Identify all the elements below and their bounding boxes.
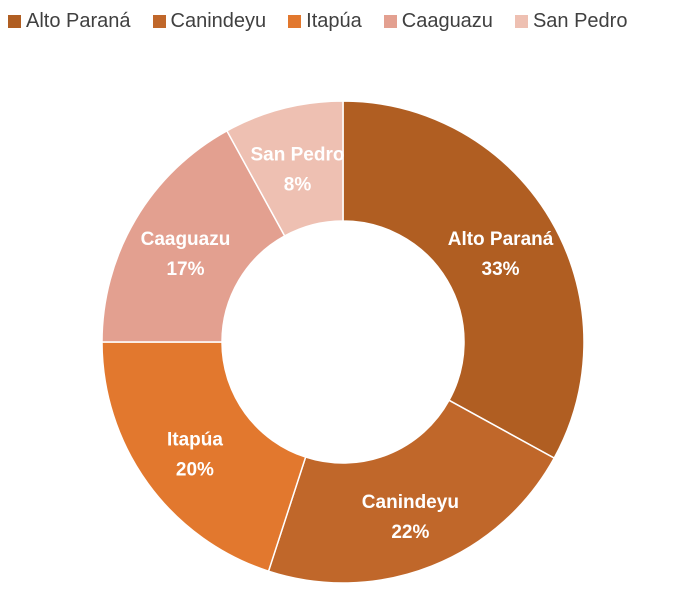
donut-slices bbox=[101, 100, 585, 584]
legend-swatch-caaguazu bbox=[383, 14, 397, 28]
slice-caaguazu bbox=[101, 129, 286, 343]
legend-item-san-pedro: San Pedro bbox=[514, 9, 628, 33]
slice-label-san-pedro: San Pedro bbox=[250, 145, 344, 166]
slice-canindeyu bbox=[267, 399, 556, 584]
legend-swatch-itapua bbox=[288, 14, 302, 28]
slice-alto-parana bbox=[342, 100, 585, 460]
slice-percent-itapua: 20% bbox=[176, 460, 214, 481]
legend-item-caaguazu: Caaguazu bbox=[383, 9, 493, 33]
slice-label-canindeyu: Canindeyu bbox=[362, 492, 459, 513]
slice-percent-san-pedro: 8% bbox=[284, 175, 312, 196]
slice-label-itapua: Itapúa bbox=[167, 430, 223, 451]
legend-label-alto-parana: Alto Paraná bbox=[26, 9, 131, 32]
slice-percent-caaguazu: 17% bbox=[166, 259, 204, 280]
legend-swatch-canindeyu bbox=[152, 14, 166, 28]
slice-itapua bbox=[101, 341, 307, 573]
legend-label-canindeyu: Canindeyu bbox=[170, 9, 267, 32]
slice-san-pedro bbox=[225, 100, 344, 237]
slice-percent-canindeyu: 22% bbox=[391, 522, 429, 543]
legend-label-caaguazu: Caaguazu bbox=[401, 9, 493, 32]
legend-label-san-pedro: San Pedro bbox=[532, 9, 628, 32]
donut-slice-labels: Alto Paraná 33% Canindeyu 22% Itapúa 20% Caagu… bbox=[141, 145, 554, 543]
slice-percent-alto-parana: 33% bbox=[482, 259, 520, 280]
chart-legend: Alto Paraná Canindeyu Itapúa Caaguazu Sa… bbox=[8, 6, 692, 36]
legend-item-canindeyu: Canindeyu bbox=[152, 9, 267, 33]
legend-label-itapua: Itapúa bbox=[306, 9, 362, 32]
legend-item-itapua: Itapúa bbox=[288, 10, 362, 33]
legend-swatch-san-pedro bbox=[514, 14, 528, 28]
slice-label-alto-parana: Alto Paraná bbox=[448, 229, 554, 250]
slice-label-caaguazu: Caaguazu bbox=[141, 229, 231, 250]
legend-swatch-alto-parana bbox=[8, 14, 21, 28]
legend-item-alto-parana: Alto Paraná bbox=[8, 10, 131, 33]
